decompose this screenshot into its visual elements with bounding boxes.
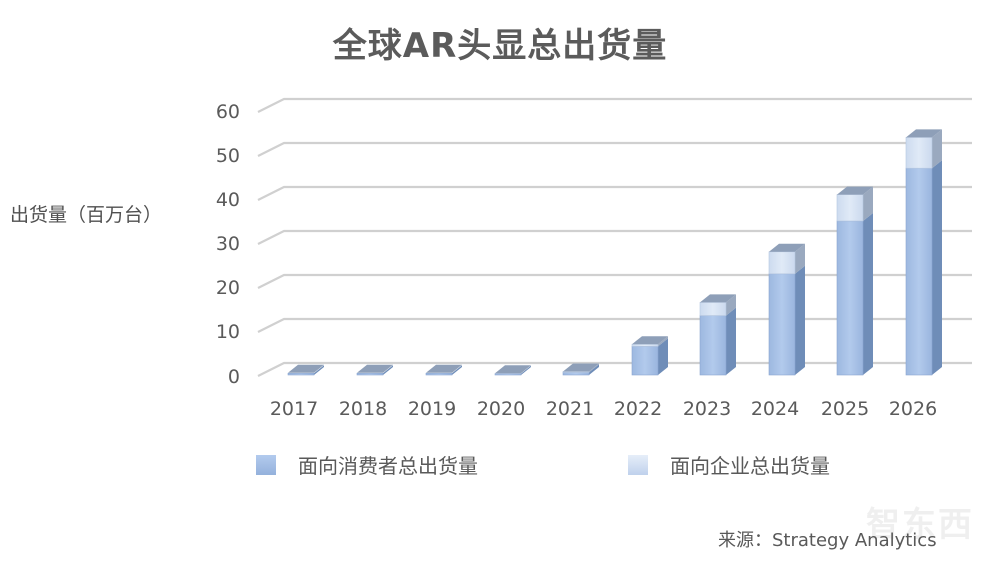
bar-segment-enterprise <box>768 251 796 275</box>
legend-label-consumer: 面向消费者总出货量 <box>298 454 478 478</box>
bar-top-face <box>837 186 873 195</box>
bar-top-face <box>495 365 531 374</box>
chart-title: 全球AR头显总出货量 <box>332 26 668 66</box>
legend-swatch-consumer <box>256 454 276 475</box>
bar-side-consumer <box>521 365 531 375</box>
y-tick-10: 10 <box>215 321 240 343</box>
bar-segment-consumer <box>699 315 727 376</box>
bar-side-enterprise <box>932 129 942 169</box>
gridline <box>257 273 972 289</box>
bar-2020 <box>494 365 531 376</box>
bar-side-consumer <box>932 160 942 375</box>
y-tick-30: 30 <box>215 233 240 255</box>
x-tick-2020: 2020 <box>476 398 526 420</box>
bar-2021 <box>562 363 599 376</box>
bar-top-face <box>426 364 462 373</box>
bar-side-consumer <box>452 365 462 375</box>
gridline <box>257 185 972 201</box>
bar-segment-consumer <box>562 372 590 376</box>
bar-2023 <box>699 294 736 376</box>
x-tick-2022: 2022 <box>613 398 663 420</box>
legend-item-enterprise: 面向企业总出货量 <box>628 450 830 479</box>
y-axis-label: 出货量（百万台） <box>10 204 163 226</box>
bar-top-face <box>632 336 668 345</box>
bar-side-enterprise <box>726 294 736 316</box>
x-tick-2019: 2019 <box>407 398 457 420</box>
bar-segment-consumer <box>631 346 659 376</box>
bar-side-consumer <box>726 307 736 375</box>
legend-item-consumer: 面向消费者总出货量 <box>256 450 478 479</box>
bar-segment-consumer <box>905 167 933 376</box>
bar-top-face <box>357 364 393 373</box>
x-tick-2024: 2024 <box>750 398 800 420</box>
bar-2025 <box>836 186 873 376</box>
bar-segment-enterprise <box>836 194 864 222</box>
bar-side-consumer <box>658 338 668 375</box>
x-tick-2023: 2023 <box>682 398 732 420</box>
x-tick-2025: 2025 <box>820 398 870 420</box>
bar-side-consumer <box>383 365 393 375</box>
bar-2022 <box>631 336 668 376</box>
gridline <box>257 141 972 157</box>
x-tick-2017: 2017 <box>269 398 319 420</box>
x-tick-2021: 2021 <box>545 398 595 420</box>
y-tick-40: 40 <box>215 189 240 211</box>
x-tick-2026: 2026 <box>888 398 938 420</box>
bar-segment-consumer <box>425 372 453 376</box>
y-tick-20: 20 <box>215 277 240 299</box>
bars <box>287 129 942 376</box>
bar-side-consumer <box>314 365 324 375</box>
y-tick-50: 50 <box>215 145 240 167</box>
bar-top-face <box>700 294 736 303</box>
bar-side-consumer <box>795 265 805 375</box>
bar-side-consumer <box>863 213 873 375</box>
y-tick-60: 60 <box>215 101 240 123</box>
bar-segment-consumer <box>768 273 796 376</box>
bar-top-face <box>769 243 805 252</box>
gridline <box>257 229 972 245</box>
bar-2024 <box>768 243 805 376</box>
bar-segment-consumer <box>287 372 315 376</box>
y-tick-0: 0 <box>227 366 240 388</box>
bar-segment-enterprise <box>905 137 933 169</box>
bar-segment-enterprise <box>699 302 727 316</box>
bar-segment-enterprise <box>631 343 659 347</box>
bar-top-face <box>288 364 324 373</box>
bar-2026 <box>905 129 942 376</box>
source-note: 来源：Strategy Analytics <box>718 530 937 551</box>
bar-side-enterprise <box>863 186 873 221</box>
x-tick-2018: 2018 <box>338 398 388 420</box>
bar-segment-enterprise <box>562 371 590 373</box>
bar-segment-consumer <box>494 373 522 376</box>
bar-top-face <box>906 129 942 138</box>
bar-2019 <box>425 364 462 376</box>
bar-2018 <box>356 364 393 376</box>
gridline <box>257 317 972 333</box>
bar-segment-consumer <box>356 372 384 376</box>
legend-label-enterprise: 面向企业总出货量 <box>670 454 830 478</box>
watermark: 智东西 <box>866 505 974 545</box>
gridline <box>257 361 972 377</box>
bar-top-face <box>563 363 599 372</box>
bar-side-consumer <box>589 364 599 375</box>
gridline <box>257 97 972 113</box>
gridlines <box>257 97 972 377</box>
bar-side-enterprise <box>589 363 599 373</box>
bar-segment-consumer <box>836 220 864 376</box>
bar-side-enterprise <box>658 336 668 347</box>
legend-swatch-enterprise <box>628 454 648 475</box>
bar-side-enterprise <box>795 243 805 274</box>
bar-2017 <box>287 364 324 376</box>
